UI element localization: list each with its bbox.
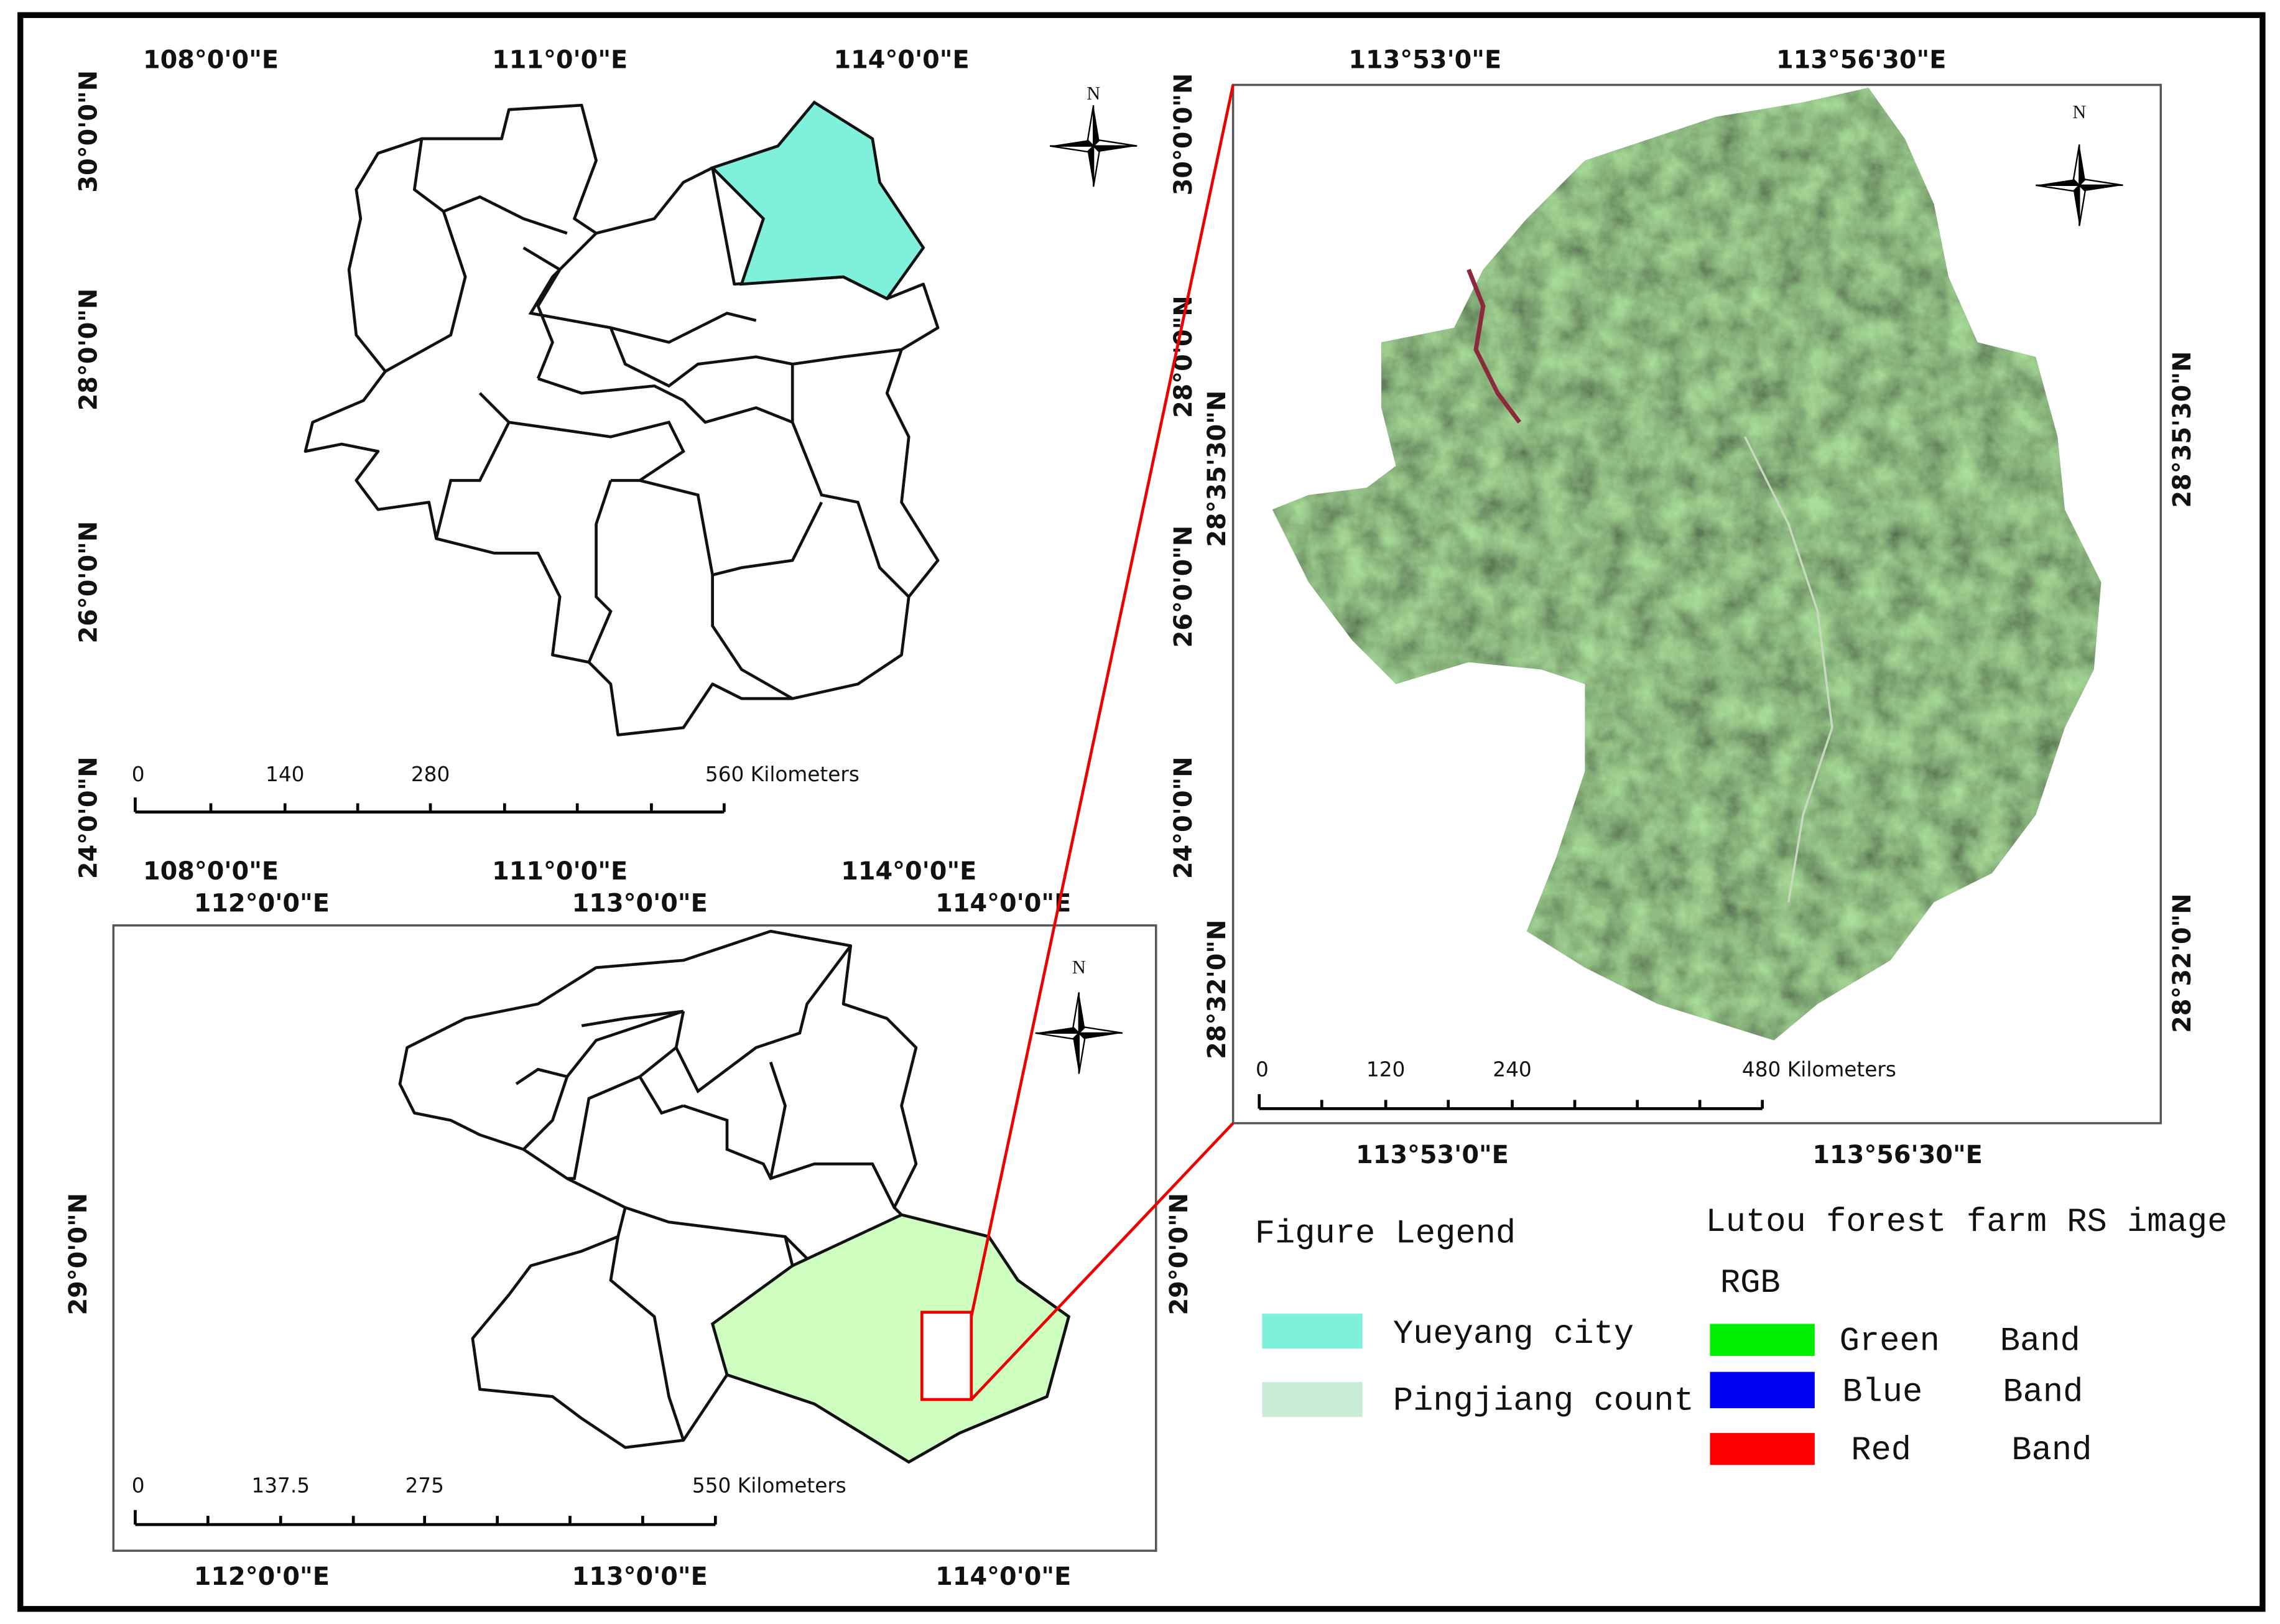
scale-bar [134, 797, 726, 814]
legend-subtitle: RGB [1720, 1264, 1781, 1302]
longitude-label: 112°0'0"E [194, 889, 330, 918]
longitude-label: 111°0'0"E [492, 46, 628, 75]
yueyang-region [710, 100, 925, 301]
longitude-label: 113°56'30"E [1812, 1141, 1982, 1169]
scale-label: 480 Kilometers [1742, 1058, 1896, 1082]
longitude-label: 108°0'0"E [143, 857, 279, 886]
scale-label: 560 Kilometers [705, 763, 860, 786]
longitude-label: 114°0'0"E [935, 1562, 1071, 1591]
latitude-label: 28°32'0"N [2168, 894, 2197, 1033]
latitude-label: 28°0'0"N [74, 289, 103, 411]
latitude-label: 28°32'0"N [1203, 920, 1231, 1059]
scale-bar [134, 1510, 717, 1526]
hunan-panel: N 108°0'0"E 111°0'0"E 114°0'0"E 30°0'0"N… [74, 46, 1138, 886]
latitude-label: 26°0'0"N [1169, 526, 1198, 648]
latitude-label: 30°0'0"N [74, 70, 103, 193]
scale-bar [1258, 1094, 1764, 1110]
legend-swatch [1262, 1382, 1363, 1418]
legend-swatch [1262, 1314, 1363, 1349]
north-label: N [1072, 957, 1086, 978]
longitude-label: 113°0'0"E [572, 1562, 708, 1591]
legend-label: Red Band [1851, 1432, 2092, 1470]
hunan-borders [384, 138, 910, 700]
longitude-label: 108°0'0"E [143, 46, 279, 75]
longitude-label: 113°56'30"E [1776, 46, 1946, 75]
legend-swatch [1710, 1371, 1815, 1409]
longitude-label: 111°0'0"E [492, 857, 628, 886]
legend: Figure Legend Yueyang city Pingjiang cou… [1255, 1204, 2228, 1470]
river [1467, 269, 1522, 424]
latitude-label: 28°35'30"N [1203, 391, 1231, 547]
legend-title: Figure Legend [1255, 1215, 1516, 1253]
longitude-label: 113°53'0"E [1348, 46, 1501, 75]
zoom-line [970, 1122, 1235, 1401]
longitude-label: 114°0'0"E [841, 857, 976, 886]
legend-swatch [1710, 1324, 1815, 1356]
scale-label: 550 Kilometers [692, 1473, 846, 1497]
longitude-label: 113°53'0"E [1356, 1141, 1509, 1169]
latitude-label: 26°0'0"N [74, 521, 103, 644]
latitude-label: 29°0'0"N [64, 1193, 93, 1315]
scale-label: 280 [411, 763, 450, 786]
longitude-label: 114°0'0"E [834, 46, 970, 75]
legend-label: Blue Band [1842, 1374, 2083, 1412]
scale-label: 120 [1366, 1058, 1405, 1082]
legend-label: Yueyang city [1393, 1315, 1634, 1353]
longitude-label: 112°0'0"E [194, 1562, 330, 1591]
north-label: N [2072, 101, 2086, 123]
zoom-line [970, 85, 1235, 1317]
legend-label: Green Band [1840, 1323, 2080, 1361]
scale-label: 137.5 [251, 1473, 310, 1497]
yueyang-borders [515, 945, 896, 1441]
legend-label: Pingjiang count [1393, 1383, 1694, 1421]
longitude-label: 114°0'0"E [935, 889, 1071, 918]
latitude-label: 24°0'0"N [74, 757, 103, 879]
scale-label: 0 [1256, 1058, 1269, 1082]
hunan-outline [304, 103, 940, 736]
legend-swatch [1710, 1432, 1815, 1465]
scale-label: 0 [132, 763, 145, 786]
rs-panel: N 113°53'0"E 113°56'30"E 30°0'0"N 28°0'0… [1169, 46, 2197, 1170]
stream [1744, 436, 1833, 902]
scale-label: 240 [1493, 1058, 1531, 1082]
scale-label: 275 [405, 1473, 443, 1497]
scale-label: 0 [132, 1473, 145, 1497]
scale-label: 140 [266, 763, 304, 786]
latitude-label: 30°0'0"N [1169, 73, 1198, 196]
latitude-label: 28°35'30"N [2168, 351, 2197, 508]
yueyang-panel: N 112°0'0"E 113°0'0"E 114°0'0"E 29°0'0"N… [64, 889, 1193, 1591]
latitude-label: 29°0'0"N [1165, 1193, 1193, 1315]
latitude-label: 24°0'0"N [1169, 757, 1198, 879]
north-label: N [1087, 83, 1100, 104]
study-area-box [920, 1311, 973, 1401]
legend-title: Lutou forest farm RS image [1705, 1204, 2227, 1241]
longitude-label: 113°0'0"E [572, 889, 708, 918]
